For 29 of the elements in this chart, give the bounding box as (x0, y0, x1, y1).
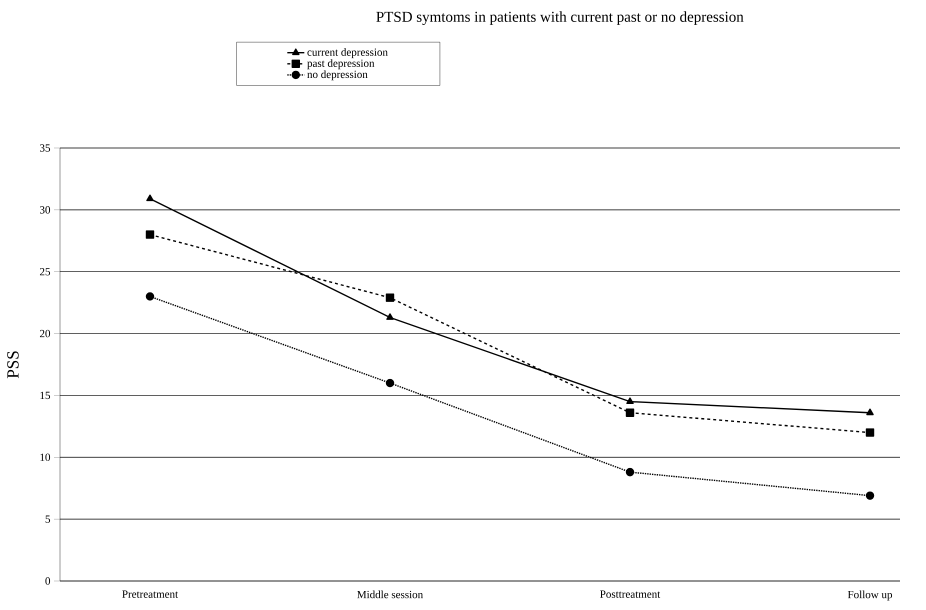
y-tick-label: 15 (40, 392, 50, 400)
x-tick-label: Posttreatment (600, 590, 660, 598)
point (866, 408, 874, 416)
legend-label: no depression (307, 70, 368, 80)
point (146, 230, 154, 239)
point (146, 194, 154, 202)
point (626, 408, 634, 417)
y-tick-label: 10 (40, 454, 50, 461)
y-tick-label: 0 (45, 577, 50, 585)
point (866, 491, 874, 500)
y-tick-label: 5 (46, 515, 50, 523)
y-tick-label: 35 (40, 144, 50, 152)
point (386, 378, 394, 388)
y-axis-title: PSS (7, 351, 19, 378)
chart-title: PTSD symtoms in patients with current past or no depression (376, 11, 744, 25)
x-tick-label: Follow up (848, 590, 892, 600)
y-tick-label: 30 (40, 206, 50, 214)
y-tick-label: 20 (40, 330, 50, 338)
point (866, 428, 874, 437)
x-tick-label: Pretreatment (122, 590, 178, 598)
point (386, 293, 394, 302)
point (626, 397, 634, 404)
y-tick-label: 25 (40, 268, 50, 276)
legend-label: current depression (307, 48, 388, 58)
point (386, 313, 394, 320)
point (146, 292, 154, 301)
legend-label: past depression (307, 59, 374, 70)
x-tick-label: Middle session (357, 590, 423, 598)
point (626, 468, 634, 476)
